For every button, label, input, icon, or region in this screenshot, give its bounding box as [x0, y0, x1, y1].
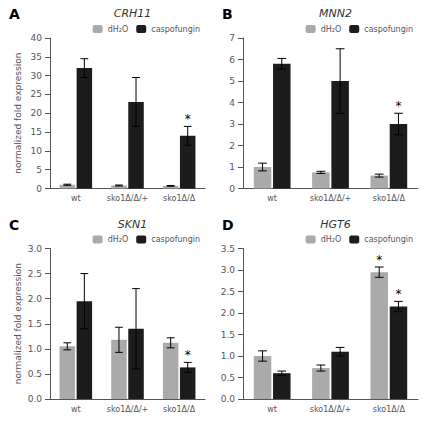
svg-text:caspofungin: caspofungin — [151, 235, 200, 244]
svg-text:1.5: 1.5 — [221, 330, 235, 340]
svg-text:6: 6 — [229, 55, 235, 65]
svg-text:1.0: 1.0 — [221, 351, 236, 361]
svg-text:1: 1 — [229, 162, 235, 172]
svg-text:HGT6: HGT6 — [320, 218, 351, 231]
svg-text:4: 4 — [229, 98, 235, 108]
svg-text:sko1Δ/Δ/+: sko1Δ/Δ/+ — [310, 405, 352, 414]
svg-text:2: 2 — [229, 141, 235, 151]
svg-text:MNN2: MNN2 — [319, 7, 352, 20]
svg-text:dH₂O: dH₂O — [108, 235, 129, 244]
svg-text:40: 40 — [31, 33, 43, 43]
svg-text:0.0: 0.0 — [221, 394, 236, 404]
svg-text:*: * — [376, 253, 382, 267]
svg-text:SKN1: SKN1 — [118, 218, 147, 231]
svg-text:0.5: 0.5 — [28, 369, 42, 379]
svg-text:wt: wt — [267, 194, 277, 203]
svg-text:sko1Δ/Δ/+: sko1Δ/Δ/+ — [310, 194, 352, 203]
svg-text:caspofungin: caspofungin — [364, 25, 413, 34]
svg-text:0: 0 — [36, 184, 42, 194]
svg-text:3: 3 — [229, 119, 235, 129]
svg-text:sko1Δ/Δ: sko1Δ/Δ — [373, 405, 406, 414]
svg-text:15: 15 — [31, 127, 42, 137]
svg-text:wt: wt — [71, 194, 81, 203]
svg-text:sko1Δ/Δ: sko1Δ/Δ — [373, 194, 406, 203]
svg-text:sko1Δ/Δ/+: sko1Δ/Δ/+ — [107, 405, 149, 414]
svg-text:*: * — [185, 112, 191, 126]
svg-text:3.0: 3.0 — [28, 244, 43, 254]
svg-text:caspofungin: caspofungin — [364, 235, 413, 244]
svg-text:normalized fold expression: normalized fold expression — [13, 263, 23, 384]
svg-text:5: 5 — [229, 76, 235, 86]
svg-text:wt: wt — [71, 405, 81, 414]
svg-text:3.0: 3.0 — [221, 265, 236, 275]
svg-text:3.5: 3.5 — [221, 244, 235, 254]
svg-text:25: 25 — [31, 89, 42, 99]
svg-text:2.5: 2.5 — [221, 287, 235, 297]
svg-text:20: 20 — [31, 108, 43, 118]
svg-text:*: * — [395, 287, 401, 301]
svg-text:*: * — [185, 348, 191, 362]
svg-text:dH₂O: dH₂O — [321, 25, 342, 34]
svg-text:2.5: 2.5 — [28, 269, 42, 279]
svg-text:sko1Δ/Δ: sko1Δ/Δ — [163, 194, 196, 203]
svg-text:1.5: 1.5 — [28, 319, 42, 329]
svg-text:10: 10 — [31, 146, 43, 156]
svg-text:dH₂O: dH₂O — [321, 235, 342, 244]
svg-text:0.5: 0.5 — [221, 373, 235, 383]
svg-text:30: 30 — [31, 71, 43, 81]
svg-text:5: 5 — [36, 165, 42, 175]
svg-text:A: A — [9, 6, 20, 22]
svg-text:0.0: 0.0 — [28, 394, 43, 404]
svg-text:7: 7 — [229, 33, 235, 43]
svg-text:2.0: 2.0 — [221, 308, 236, 318]
svg-text:C: C — [9, 217, 19, 233]
svg-text:1.0: 1.0 — [28, 344, 43, 354]
svg-text:caspofungin: caspofungin — [151, 25, 200, 34]
svg-text:sko1Δ/Δ: sko1Δ/Δ — [163, 405, 196, 414]
svg-text:sko1Δ/Δ/+: sko1Δ/Δ/+ — [107, 194, 149, 203]
svg-text:CRH11: CRH11 — [114, 7, 152, 20]
svg-text:B: B — [222, 6, 233, 22]
svg-text:dH₂O: dH₂O — [108, 25, 129, 34]
svg-text:wt: wt — [267, 405, 277, 414]
svg-text:0: 0 — [229, 184, 235, 194]
svg-text:*: * — [395, 99, 401, 113]
svg-text:D: D — [222, 217, 234, 233]
svg-text:normalized fold expression: normalized fold expression — [13, 53, 23, 174]
svg-text:35: 35 — [31, 52, 42, 62]
svg-text:2.0: 2.0 — [28, 294, 43, 304]
